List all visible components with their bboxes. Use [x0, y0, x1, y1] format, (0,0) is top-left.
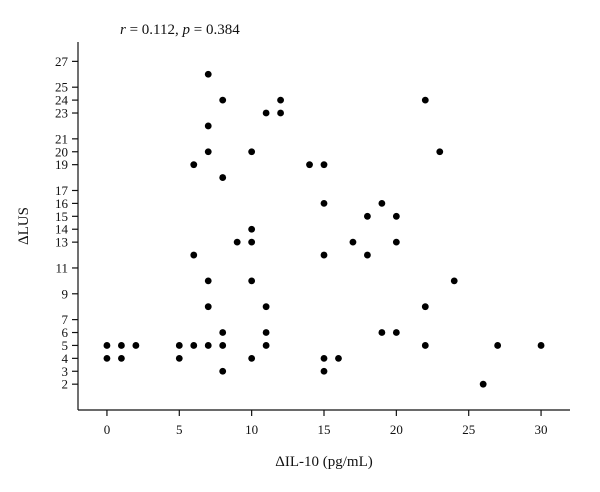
y-tick-label: 3	[62, 364, 69, 379]
y-tick-label: 14	[55, 222, 69, 237]
data-point	[450, 277, 458, 285]
y-tick-label: 6	[62, 325, 69, 340]
data-point	[364, 251, 371, 259]
data-point	[204, 342, 212, 349]
data-point	[219, 329, 227, 336]
data-point	[537, 342, 545, 349]
y-tick-label: 16	[55, 196, 69, 211]
data-point	[421, 96, 429, 104]
x-tick-label: 10	[245, 422, 258, 437]
data-point	[392, 329, 400, 336]
data-point	[378, 329, 386, 336]
data-points	[103, 70, 545, 388]
r-symbol: r	[120, 22, 126, 38]
data-point	[436, 148, 444, 156]
x-axis-title: ΔIL-10 (pg/mL)	[275, 454, 373, 470]
data-point	[219, 342, 227, 349]
data-point	[103, 354, 111, 362]
data-point	[233, 238, 241, 246]
y-tick-label: 15	[55, 209, 68, 224]
data-point	[175, 354, 183, 362]
y-tick-label: 17	[55, 183, 69, 198]
axes: 0 5 10 15 20 25 302345679111314151617192021232…	[55, 42, 570, 437]
y-tick-label: 24	[55, 93, 69, 108]
y-tick-label: 25	[55, 80, 68, 95]
data-point	[320, 251, 328, 259]
data-point	[277, 109, 284, 117]
data-point	[335, 354, 342, 362]
x-tick-label: 5	[176, 422, 183, 437]
data-point	[248, 354, 256, 362]
data-point	[479, 380, 487, 388]
data-point	[262, 329, 270, 336]
data-point	[219, 174, 227, 181]
data-point	[392, 212, 400, 220]
y-tick-label: 4	[62, 351, 69, 366]
data-point	[190, 251, 198, 259]
data-point	[306, 161, 313, 169]
data-point	[421, 303, 429, 311]
data-point	[132, 342, 140, 349]
y-tick-label: 23	[55, 106, 68, 121]
data-point	[118, 354, 125, 362]
y-tick-label: 20	[55, 144, 68, 159]
data-point	[320, 367, 328, 375]
data-point	[204, 277, 212, 285]
data-point	[349, 238, 357, 246]
data-point	[204, 70, 212, 78]
data-point	[378, 200, 386, 207]
data-point	[421, 342, 429, 349]
y-tick-label: 7	[62, 312, 69, 327]
data-point	[364, 212, 371, 220]
data-point	[219, 367, 227, 375]
y-tick-label: 5	[62, 338, 69, 353]
r-value: = 0.112,	[126, 22, 183, 38]
data-point	[320, 161, 328, 169]
data-point	[320, 354, 328, 362]
data-point	[204, 148, 212, 156]
data-point	[320, 200, 328, 207]
data-point	[262, 303, 270, 311]
data-point	[103, 342, 111, 349]
data-point	[118, 342, 125, 349]
data-point	[262, 109, 270, 117]
data-point	[277, 96, 284, 104]
x-tick-label: 25	[462, 422, 475, 437]
data-point	[175, 342, 183, 349]
y-tick-label: 2	[62, 377, 69, 392]
y-tick-label: 21	[55, 131, 68, 146]
data-point	[248, 225, 256, 233]
data-point	[494, 342, 502, 349]
y-axis-title: ΔLUS	[16, 207, 32, 245]
x-tick-label: 15	[318, 422, 331, 437]
data-point	[248, 238, 256, 246]
data-point	[204, 122, 212, 130]
y-tick-label: 27	[55, 54, 69, 69]
data-point	[248, 277, 256, 285]
data-point	[190, 161, 198, 169]
data-point	[219, 96, 227, 104]
x-tick-label: 0	[104, 422, 111, 437]
y-tick-label: 11	[55, 260, 68, 275]
correlation-annotation: r = 0.112, p = 0.384	[120, 22, 240, 38]
data-point	[262, 342, 270, 349]
y-tick-label: 13	[55, 235, 68, 250]
data-point	[204, 303, 212, 311]
p-symbol: p	[182, 22, 191, 38]
data-point	[248, 148, 256, 156]
x-tick-label: 20	[390, 422, 403, 437]
x-tick-label: 30	[535, 422, 548, 437]
y-tick-label: 9	[62, 286, 69, 301]
y-tick-label: 19	[55, 157, 68, 172]
data-point	[392, 238, 400, 246]
data-point	[190, 342, 198, 349]
p-value: = 0.384	[190, 22, 240, 38]
